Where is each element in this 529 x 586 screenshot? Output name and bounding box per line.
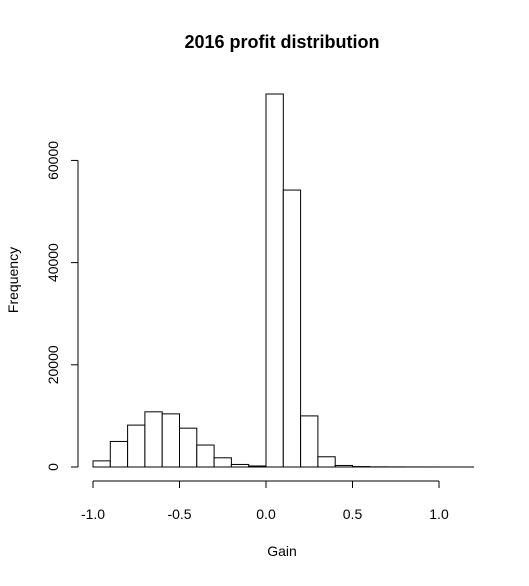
x-tick-label: -1.0 <box>81 506 105 522</box>
histogram-bar <box>128 425 145 467</box>
histogram-bar <box>145 412 162 467</box>
histogram-bar <box>110 441 127 467</box>
bars-group <box>93 94 474 467</box>
histogram-bar <box>335 465 352 467</box>
histogram-bar <box>283 190 300 467</box>
histogram-bar <box>266 94 283 467</box>
histogram-bar <box>318 457 335 467</box>
y-tick-label: 40000 <box>45 243 61 282</box>
histogram-bar <box>197 445 214 467</box>
histogram-bar <box>180 428 197 467</box>
x-tick-label: 1.0 <box>429 506 449 522</box>
histogram-bar <box>301 416 318 467</box>
chart-title: 2016 profit distribution <box>184 32 379 52</box>
x-tick-label: -0.5 <box>167 506 191 522</box>
x-tick-label: 0.5 <box>343 506 363 522</box>
x-axis-label: Gain <box>267 543 297 559</box>
histogram-bar <box>249 466 266 467</box>
histogram-bar <box>231 464 248 467</box>
y-tick-label: 0 <box>45 463 61 471</box>
y-axis: 0 20000 40000 60000 <box>45 141 78 471</box>
histogram-bar <box>214 458 231 467</box>
y-axis-label: Frequency <box>5 247 21 313</box>
histogram-bar <box>162 414 179 467</box>
x-tick-label: 0.0 <box>256 506 276 522</box>
histogram-bar <box>93 461 110 467</box>
y-tick-label: 60000 <box>45 141 61 180</box>
y-tick-label: 20000 <box>45 345 61 384</box>
x-axis: -1.0 -0.5 0.0 0.5 1.0 <box>81 481 449 522</box>
